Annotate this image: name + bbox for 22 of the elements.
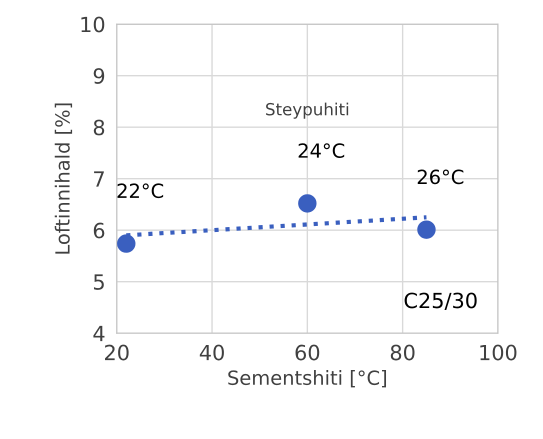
annotation: 24°C — [298, 143, 344, 158]
y-tick-label: 10 — [81, 16, 104, 32]
point — [298, 194, 317, 213]
y-tick-label: 5 — [94, 274, 104, 290]
annotation: 22°C — [118, 183, 164, 198]
annotation: C25/30 — [404, 292, 477, 310]
annotation: 26°C — [418, 170, 464, 184]
y-tick-label: 4 — [93, 326, 104, 342]
x-tick-label: 20 — [105, 344, 129, 360]
y-tick-label: 6 — [94, 222, 104, 238]
y-axis-title: Loftinnihald [%] — [54, 103, 72, 254]
y-tick-label: 7 — [94, 171, 104, 187]
y-tick-label: 8 — [94, 120, 104, 136]
x-tick-label: 40 — [200, 344, 224, 360]
point — [117, 234, 136, 253]
x-tick-label: 60 — [296, 344, 320, 360]
point — [417, 220, 436, 239]
annotation: Steypuhiti — [266, 102, 348, 119]
x-tick-label: 100 — [480, 344, 516, 360]
x-tick-label: 80 — [390, 344, 415, 360]
y-tick-label: 9 — [94, 68, 104, 84]
x-axis-title: Sementshiti [°C] — [228, 370, 386, 388]
